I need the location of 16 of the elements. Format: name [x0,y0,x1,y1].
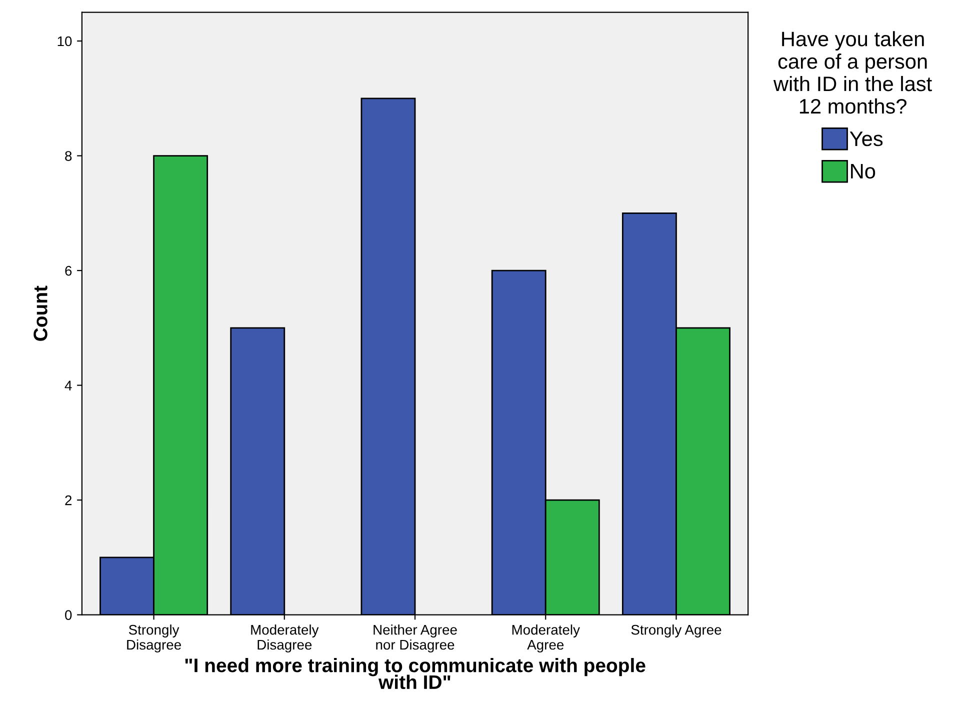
x-tick-label: Moderately Disagree [251,624,319,652]
x-tick-label: Moderately Agree [512,624,580,652]
y-tick-label: 10 [58,36,72,46]
y-tick-label: 0 [65,610,72,620]
y-tick-label: 8 [65,151,72,161]
x-tick-label: Strongly Agree [631,624,722,638]
legend-label: Yes [850,132,883,146]
x-axis-title: "I need more training to communicate with people with ID" [185,658,646,690]
legend-title: Have you taken care of a person with ID in the last 12 months? [773,31,932,114]
y-tick-label: 4 [64,380,72,390]
legend-label: No [851,164,876,179]
y-axis-title: Count [34,286,48,341]
y-tick-label: 2 [65,495,72,506]
x-tick-label: Strongly Disagree [127,624,181,652]
y-tick-label: 6 [65,266,72,276]
x-tick-label: Neither Agree nor Disagree [374,624,457,652]
